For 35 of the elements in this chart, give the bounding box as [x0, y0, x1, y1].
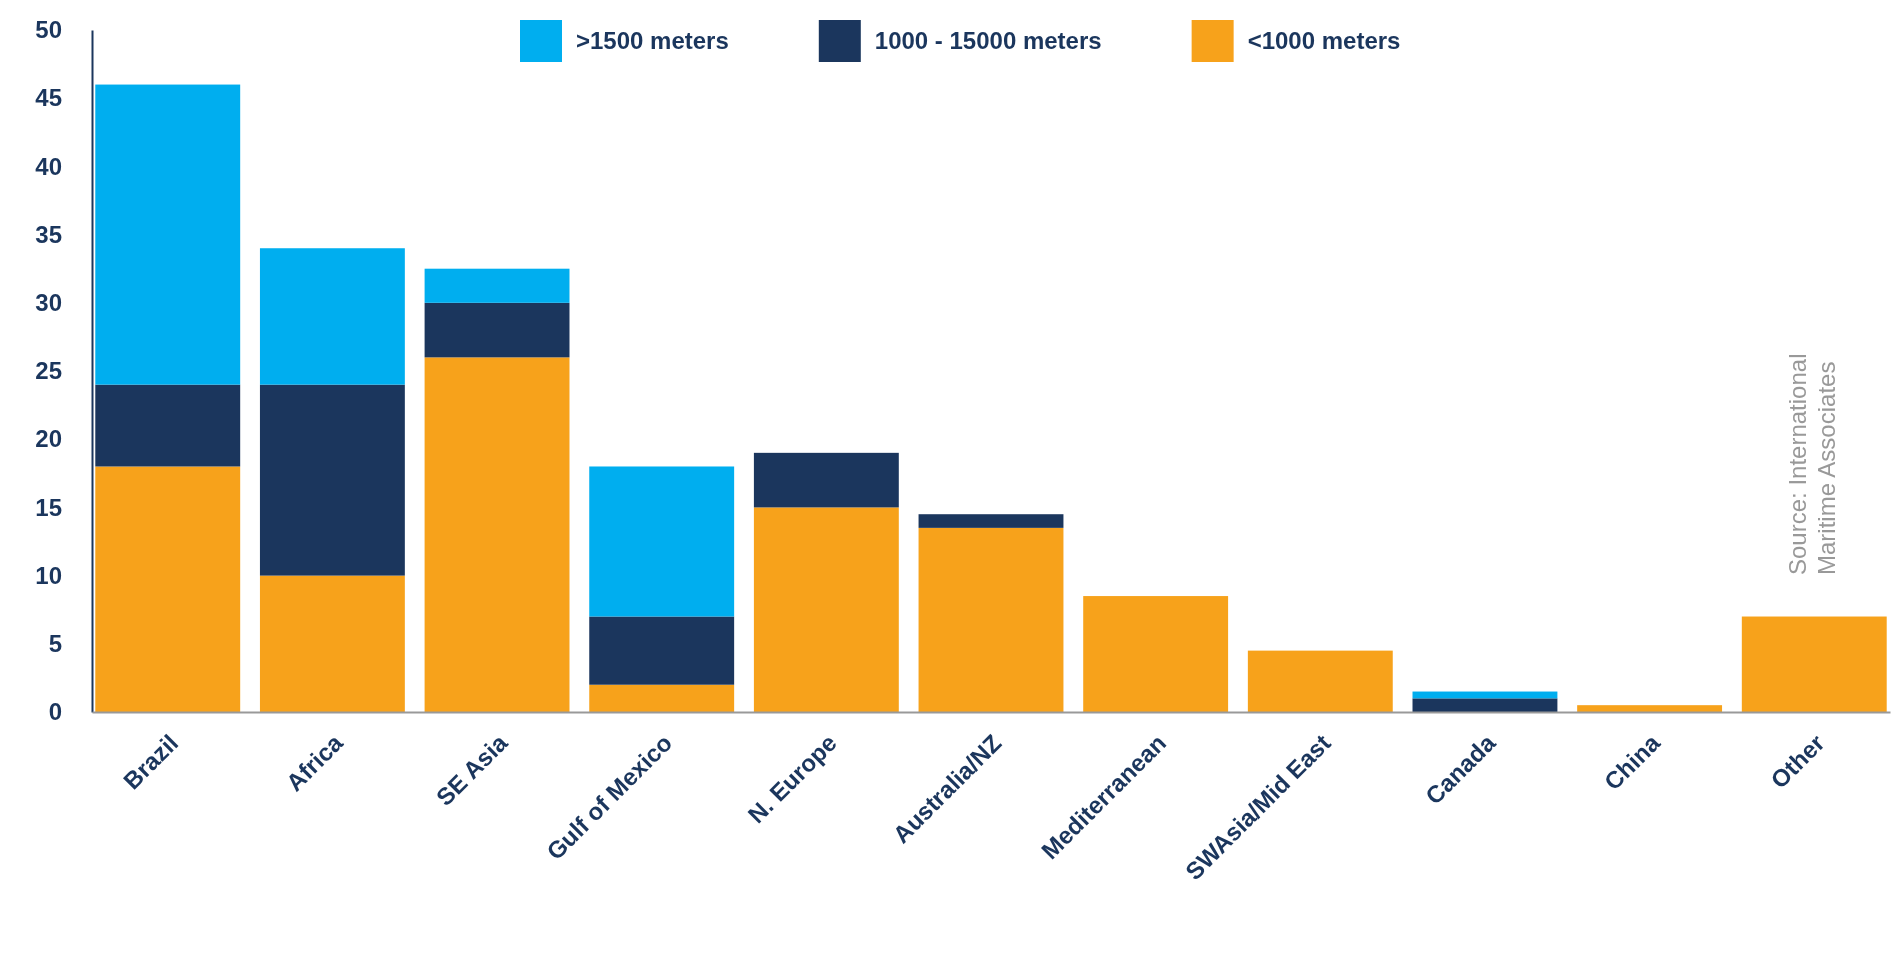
bar: [1247, 650, 1393, 712]
bar: [1412, 698, 1558, 712]
annotation: Source: International Maritime Associates: [1784, 353, 1840, 575]
bar: [424, 268, 570, 303]
y-tick-label: 30: [35, 288, 62, 316]
bar: [589, 616, 735, 685]
y-tick-label: 15: [35, 493, 62, 521]
y-tick-label: 0: [48, 698, 62, 726]
y-tick-label: 10: [35, 561, 62, 589]
bar: [753, 507, 899, 712]
legend-label: >1500 meters: [576, 27, 729, 54]
y-tick-label: 45: [35, 84, 62, 112]
bar: [424, 302, 570, 358]
bar: [918, 514, 1064, 528]
bar: [753, 452, 899, 508]
bar: [95, 84, 241, 385]
bar: [918, 527, 1064, 712]
bar: [1741, 616, 1887, 712]
y-tick-label: 50: [35, 16, 62, 44]
y-tick-label: 40: [35, 152, 62, 180]
bar: [424, 357, 570, 712]
y-tick-label: 20: [35, 425, 62, 453]
bar: [259, 248, 405, 385]
bar: [589, 684, 735, 712]
legend-label: 1000 - 15000 meters: [874, 27, 1102, 54]
bar: [1083, 596, 1229, 712]
bar: [1577, 705, 1723, 712]
bar: [259, 384, 405, 576]
bar: [259, 575, 405, 712]
bar: [589, 466, 735, 617]
y-tick-label: 5: [48, 629, 62, 657]
y-tick-label: 35: [35, 220, 62, 248]
y-tick-label: 25: [35, 357, 62, 385]
legend-label: <1000 meters: [1247, 27, 1401, 54]
bar: [95, 466, 241, 712]
